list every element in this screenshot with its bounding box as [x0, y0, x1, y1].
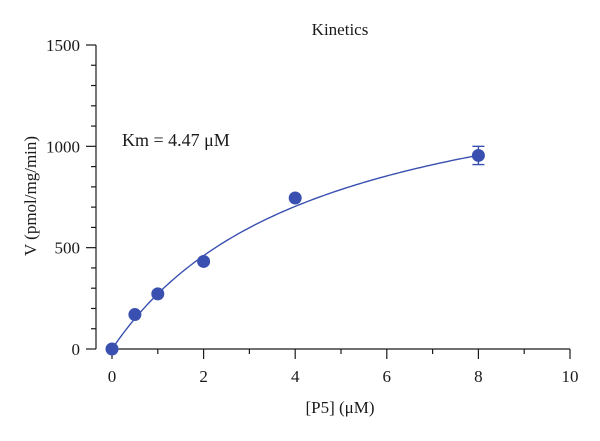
y-tick-label: 1500 [46, 36, 80, 55]
data-point [151, 287, 165, 301]
x-tick-label: 4 [291, 367, 300, 386]
data-point [128, 308, 142, 322]
fit-curve-layer [111, 154, 479, 350]
y-tick-label: 1000 [46, 137, 80, 156]
fit-curve [111, 154, 479, 350]
data-point [288, 191, 302, 205]
x-tick-label: 8 [474, 367, 483, 386]
y-tick-label: 500 [55, 239, 81, 258]
y-tick-label: 0 [72, 340, 81, 359]
data-point [197, 254, 211, 268]
axes: 0 500 1000 1500 0 2 4 6 8 10 [46, 36, 579, 386]
x-tick-label: 0 [108, 367, 117, 386]
data-point [471, 148, 485, 162]
x-tick-label: 2 [199, 367, 208, 386]
data-points-layer [105, 145, 485, 356]
data-point [105, 342, 119, 356]
x-tick-label: 6 [383, 367, 392, 386]
x-axis-label: [P5] (μM) [305, 398, 374, 417]
x-tick-label: 10 [562, 367, 579, 386]
chart-title: Kinetics [312, 20, 369, 39]
y-axis-label: V (pmol/mg/min) [21, 136, 40, 256]
km-annotation: Km = 4.47 μM [122, 130, 230, 150]
